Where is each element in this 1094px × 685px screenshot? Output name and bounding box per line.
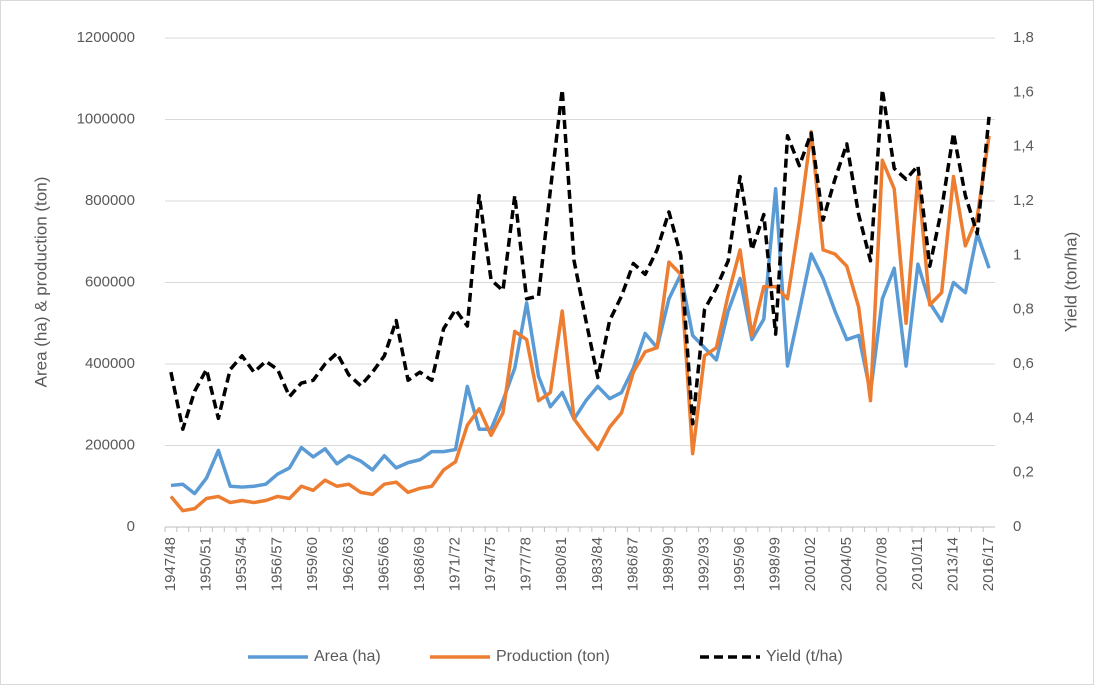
- y2-tick-label: 0,4: [1013, 409, 1034, 426]
- x-tick-label: 1986/87: [624, 537, 641, 591]
- y2-tick-label: 0,2: [1013, 464, 1034, 481]
- x-tick-label: 2013/14: [944, 537, 961, 591]
- x-tick-label: 1947/48: [162, 537, 179, 591]
- y2-tick-label: 0: [1013, 518, 1021, 535]
- y-axis-title: Area (ha) & production (ton): [31, 177, 50, 388]
- y-tick-label: 1000000: [77, 110, 135, 127]
- y2-tick-label: 0,8: [1013, 301, 1034, 318]
- x-tick-label: 2007/08: [873, 537, 890, 591]
- legend-label: Area (ha): [314, 648, 381, 665]
- x-tick-label: 1983/84: [589, 537, 606, 591]
- x-tick-label: 1971/72: [446, 537, 463, 591]
- y2-tick-label: 1,8: [1013, 29, 1034, 46]
- x-tick-label: 1980/81: [553, 537, 570, 591]
- x-tick-label: 1953/54: [233, 537, 250, 591]
- x-tick-label: 1968/69: [411, 537, 428, 591]
- y-tick-label: 200000: [85, 436, 135, 453]
- x-tick-label: 1977/78: [518, 537, 535, 591]
- y-tick-label: 600000: [85, 273, 135, 290]
- x-tick-label: 1962/63: [340, 537, 357, 591]
- y2-tick-label: 1: [1013, 246, 1021, 263]
- x-tick-label: 1995/96: [731, 537, 748, 591]
- x-tick-label: 1959/60: [304, 537, 321, 591]
- x-tick-label: 2004/05: [838, 537, 855, 591]
- x-tick-label: 2010/11: [909, 537, 926, 590]
- y-tick-label: 1200000: [77, 29, 135, 46]
- series-line: [170, 187, 991, 496]
- x-tick-label: 1974/75: [482, 537, 499, 591]
- y-tick-label: 800000: [85, 192, 135, 209]
- y2-tick-label: 1,6: [1013, 83, 1034, 100]
- x-tick-label: 2016/17: [980, 537, 997, 591]
- x-tick-label: 2001/02: [802, 537, 819, 591]
- legend-label: Production (ton): [496, 648, 610, 665]
- legend-label: Yield (t/ha): [766, 648, 843, 665]
- x-tick-label: 1950/51: [197, 537, 214, 591]
- x-tick-label: 1956/57: [269, 537, 286, 591]
- x-tick-label: 1992/93: [695, 537, 712, 591]
- y-tick-label: 400000: [85, 355, 135, 372]
- x-tick-label: 1989/90: [660, 537, 677, 591]
- series-line: [169, 129, 991, 513]
- y2-tick-label: 1,4: [1013, 138, 1034, 155]
- series-line: [169, 87, 991, 431]
- y2-tick-label: 0,6: [1013, 355, 1034, 372]
- y2-axis-title: Yield (ton/ha): [1061, 232, 1080, 332]
- y2-tick-label: 1,2: [1013, 192, 1034, 209]
- x-tick-label: 1998/99: [767, 537, 784, 591]
- x-tick-label: 1965/66: [375, 537, 392, 591]
- y-tick-label: 0: [127, 518, 135, 535]
